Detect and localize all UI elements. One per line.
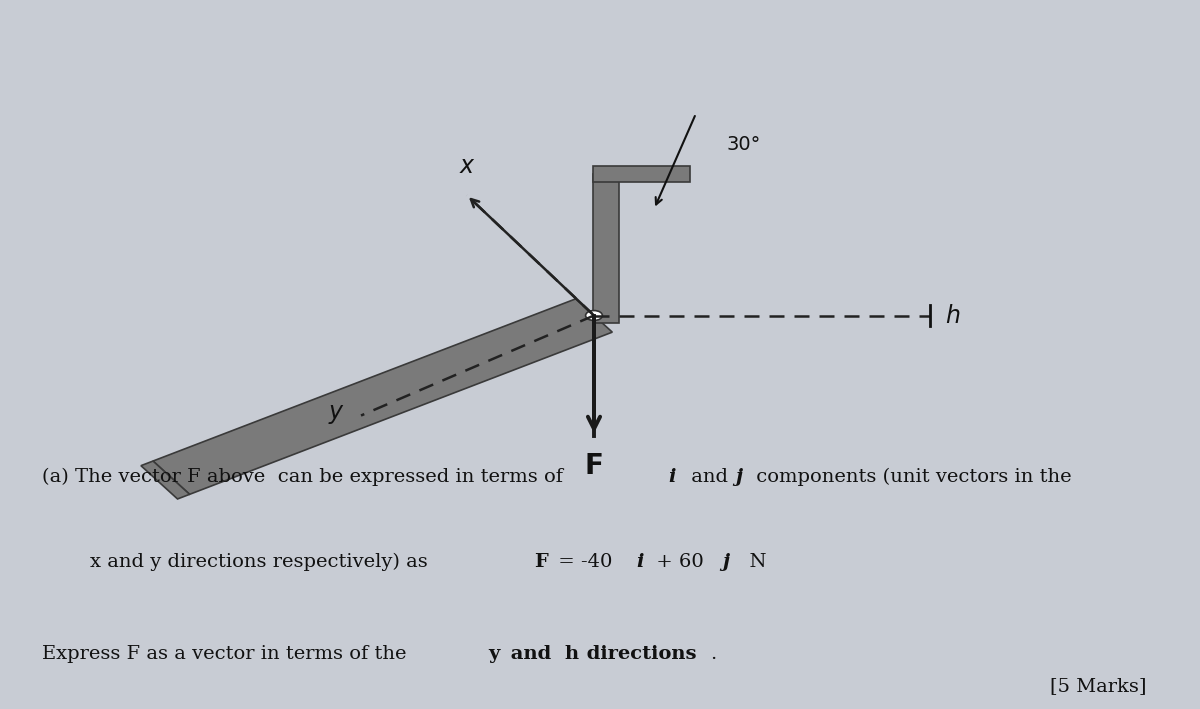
Text: y: y <box>488 645 499 663</box>
Text: [5 Marks]: [5 Marks] <box>1050 677 1146 695</box>
Polygon shape <box>593 174 619 323</box>
Text: .: . <box>710 645 716 663</box>
Text: y: y <box>329 400 343 424</box>
Polygon shape <box>154 299 612 494</box>
Text: 30°: 30° <box>726 135 761 154</box>
Text: (a) The vector F above  can be expressed in terms of: (a) The vector F above can be expressed … <box>42 468 569 486</box>
Text: h: h <box>946 303 961 328</box>
Text: F: F <box>534 553 547 571</box>
Text: = -40: = -40 <box>552 553 619 571</box>
Text: and: and <box>685 468 734 486</box>
Text: directions: directions <box>580 645 696 663</box>
Polygon shape <box>140 461 190 499</box>
Text: components (unit vectors in the: components (unit vectors in the <box>750 468 1072 486</box>
Text: x: x <box>460 154 474 177</box>
Text: + 60: + 60 <box>650 553 710 571</box>
Text: j: j <box>736 468 743 486</box>
Polygon shape <box>593 166 690 182</box>
Text: Express F as a vector in terms of the: Express F as a vector in terms of the <box>42 645 413 663</box>
Text: F: F <box>584 452 604 479</box>
Text: x and y directions respectively) as: x and y directions respectively) as <box>90 553 440 571</box>
Text: and: and <box>504 645 558 663</box>
Text: i: i <box>668 468 676 486</box>
Text: N: N <box>737 553 767 571</box>
Text: j: j <box>722 553 730 571</box>
Text: i: i <box>636 553 643 571</box>
Text: h: h <box>564 645 578 663</box>
Circle shape <box>586 311 602 320</box>
